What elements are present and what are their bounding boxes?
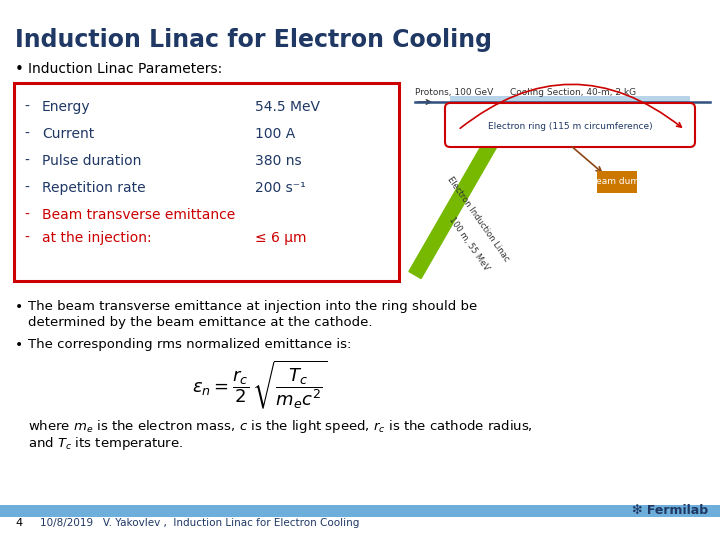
Text: Electron Induction Linac: Electron Induction Linac: [446, 175, 511, 263]
Text: and $T_c$ its temperature.: and $T_c$ its temperature.: [28, 435, 183, 452]
Text: Induction Linac Parameters:: Induction Linac Parameters:: [28, 62, 222, 76]
Text: •: •: [15, 338, 23, 352]
Text: Current: Current: [42, 127, 94, 141]
Text: 54.5 MeV: 54.5 MeV: [255, 100, 320, 114]
Text: 380 ns: 380 ns: [255, 154, 302, 168]
FancyBboxPatch shape: [450, 96, 690, 110]
Text: Beam transverse emittance: Beam transverse emittance: [42, 208, 235, 222]
Text: The corresponding rms normalized emittance is:: The corresponding rms normalized emittan…: [28, 338, 351, 351]
Text: -: -: [24, 100, 29, 114]
Text: •: •: [15, 300, 23, 314]
Text: Cooling Section, 40-m, 2 kG: Cooling Section, 40-m, 2 kG: [510, 88, 636, 97]
Text: 100 m, 55 MeV: 100 m, 55 MeV: [448, 215, 491, 272]
Bar: [0, 505, 720, 517]
Text: where $m_e$ is the electron mass, $c$ is the light speed, $r_c$ is the cathode r: where $m_e$ is the electron mass, $c$ is…: [28, 418, 533, 435]
FancyBboxPatch shape: [597, 171, 637, 193]
Text: Induction Linac for Electron Cooling: Induction Linac for Electron Cooling: [15, 28, 492, 52]
Text: Beam dump: Beam dump: [590, 178, 644, 186]
Text: The beam transverse emittance at injection into the ring should be: The beam transverse emittance at injecti…: [28, 300, 477, 313]
FancyBboxPatch shape: [445, 103, 695, 147]
Text: Electron ring (115 m circumference): Electron ring (115 m circumference): [487, 122, 652, 131]
FancyBboxPatch shape: [14, 83, 399, 281]
Text: 100 A: 100 A: [255, 127, 295, 141]
Text: -: -: [24, 208, 29, 222]
Text: determined by the beam emittance at the cathode.: determined by the beam emittance at the …: [28, 316, 372, 329]
Text: ❇ Fermilab: ❇ Fermilab: [632, 504, 708, 517]
Text: •: •: [15, 62, 24, 77]
Text: -: -: [24, 127, 29, 141]
Text: Pulse duration: Pulse duration: [42, 154, 141, 168]
Text: -: -: [24, 231, 29, 245]
Text: Energy: Energy: [42, 100, 91, 114]
Text: -: -: [24, 154, 29, 168]
Text: 4: 4: [15, 518, 22, 528]
Polygon shape: [409, 106, 516, 279]
Text: $\mathit{\varepsilon}_n = \dfrac{r_c}{2}\,\sqrt{\dfrac{T_c}{m_e c^2}}$: $\mathit{\varepsilon}_n = \dfrac{r_c}{2}…: [192, 358, 328, 410]
Text: 200 s⁻¹: 200 s⁻¹: [255, 181, 306, 195]
Text: -: -: [24, 181, 29, 195]
Text: Protons, 100 GeV: Protons, 100 GeV: [415, 88, 493, 97]
Text: ≤ 6 μm: ≤ 6 μm: [255, 231, 307, 245]
Text: at the injection:: at the injection:: [42, 231, 152, 245]
Text: 10/8/2019   V. Yakovlev ,  Induction Linac for Electron Cooling: 10/8/2019 V. Yakovlev , Induction Linac …: [40, 518, 359, 528]
Text: Repetition rate: Repetition rate: [42, 181, 145, 195]
